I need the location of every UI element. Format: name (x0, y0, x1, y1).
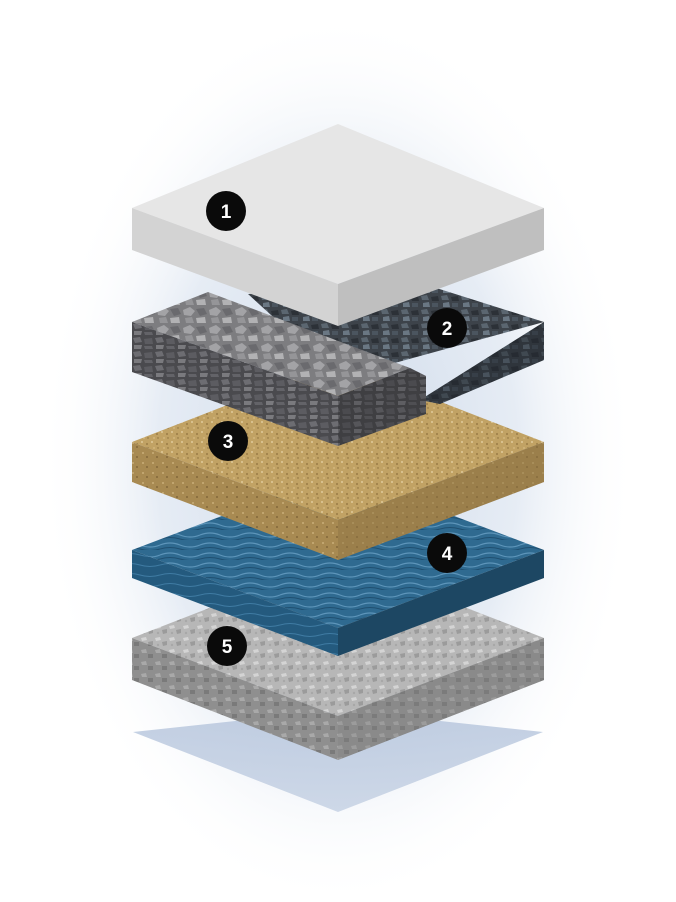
badge-5-label: 5 (222, 637, 233, 658)
layer-5-compacted-soil (132, 558, 544, 760)
badge-3-label: 3 (223, 432, 234, 453)
badge-4-label: 4 (442, 544, 453, 565)
badge-5: 5 (207, 626, 247, 666)
layer-2-gravel-block (132, 292, 426, 446)
badge-2-label: 2 (442, 319, 453, 340)
badge-1: 1 (206, 191, 246, 231)
badge-3: 3 (208, 421, 248, 461)
layer-1-concrete-slab (132, 124, 544, 326)
badge-1-label: 1 (221, 202, 232, 223)
badge-2: 2 (427, 308, 467, 348)
ground-shadow (133, 710, 543, 812)
badge-4: 4 (427, 533, 467, 573)
